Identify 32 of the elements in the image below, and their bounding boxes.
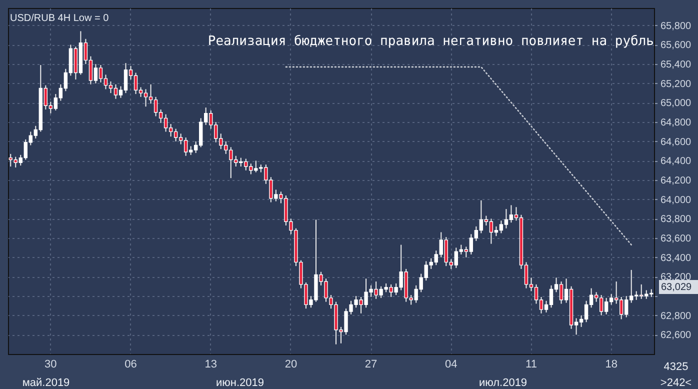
- x-tick-label: 13: [204, 358, 217, 370]
- y-tick-label: 64,000: [660, 194, 692, 206]
- text: >242<: [660, 377, 692, 389]
- text: май.2019: [22, 377, 70, 389]
- y-tick-label: 64,400: [660, 156, 692, 168]
- y-tick-label: 65,800: [660, 20, 692, 32]
- y-tick-label: 65,200: [660, 78, 692, 90]
- text: 63,029: [661, 282, 692, 293]
- y-tick-label: 63,800: [660, 214, 692, 226]
- text: 4325: [664, 361, 688, 373]
- y-tick-label: 65,600: [660, 40, 692, 52]
- x-tick-label: 04: [445, 358, 458, 370]
- text: Реализация бюджетного правила негативно повлияет на рубль: [208, 34, 654, 49]
- y-tick-label: 65,000: [660, 98, 692, 110]
- y-tick-label: 64,800: [660, 118, 692, 129]
- y-tick-label: 62,800: [660, 310, 692, 322]
- x-tick-label: 30: [44, 358, 57, 370]
- y-tick-label: 64,600: [660, 136, 692, 148]
- x-tick-label: 18: [605, 358, 618, 370]
- y-tick-label: 63,400: [660, 252, 692, 264]
- y-tick-label: 63,200: [660, 272, 692, 284]
- x-tick-label: 20: [284, 358, 298, 370]
- y-tick-label: 65,400: [660, 60, 692, 71]
- x-tick-label: 06: [124, 358, 137, 370]
- annotation: USD/RUB 4H Low = 0: [10, 13, 110, 24]
- x-tick-label: 11: [526, 358, 537, 370]
- text: июн.2019: [216, 377, 264, 389]
- y-tick-label: 64,200: [660, 176, 692, 187]
- y-tick-label: 63,600: [660, 234, 692, 245]
- x-tick-label: 27: [364, 358, 378, 370]
- y-tick-label: 62,600: [660, 330, 692, 342]
- text: июл.2019: [478, 377, 528, 389]
